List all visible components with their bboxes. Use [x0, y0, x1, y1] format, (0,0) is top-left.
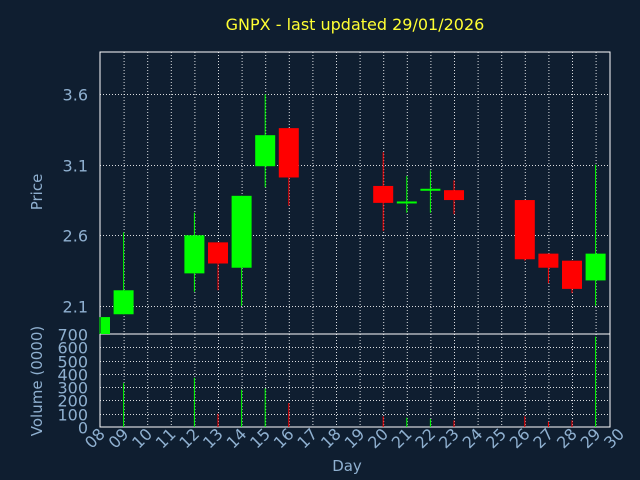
volume-tick-label: 600 [57, 339, 88, 358]
chart-title: GNPX - last updated 29/01/2026 [226, 15, 485, 34]
candle-body [444, 190, 464, 201]
candle [113, 232, 134, 315]
candle [99, 317, 110, 334]
candle-body [101, 317, 110, 334]
x-tick-label: 30 [600, 424, 628, 452]
candle-body [231, 195, 252, 268]
x-tick-labels: 0809101112131415161718192021222324252627… [81, 424, 628, 452]
candle [562, 260, 582, 294]
price-tick-label: 2.6 [63, 227, 88, 246]
volume-tick-label: 100 [57, 406, 88, 425]
candle [184, 212, 205, 292]
candle-body [373, 185, 394, 203]
price-grid [100, 52, 610, 334]
candle [585, 164, 606, 306]
volume-panel-frame [99, 333, 611, 428]
price-tick-label: 3.1 [63, 157, 88, 176]
candle-body [184, 235, 205, 274]
candle-body [514, 200, 535, 260]
volume-grid [100, 334, 610, 427]
candle [278, 128, 299, 206]
candle [514, 200, 535, 261]
candle-body [538, 253, 559, 268]
candle [420, 170, 441, 213]
volume-axis-label: Volume (0000) [28, 326, 46, 436]
volume-bars-layer [123, 336, 597, 427]
candle [255, 94, 276, 188]
volume-tick-label: 0 [78, 419, 88, 438]
candle-body [420, 188, 441, 191]
candle-body [278, 128, 299, 178]
candle [538, 253, 559, 284]
candle [373, 152, 394, 232]
price-y-tick-labels: 2.1 2.6 3.1 3.6 [63, 86, 88, 317]
candle-body [113, 290, 134, 315]
x-axis-label: Day [332, 457, 362, 475]
volume-tick-label: 300 [57, 379, 88, 398]
candle-body [208, 242, 228, 264]
volume-tick-label: 500 [57, 353, 88, 372]
volume-tick-label: 200 [57, 392, 88, 411]
volume-tick-label: 400 [57, 366, 88, 385]
price-tick-label: 2.1 [63, 298, 88, 317]
price-tick-label: 3.6 [63, 86, 88, 105]
candle-body [255, 135, 276, 167]
candle [208, 242, 228, 291]
price-axis-label: Price [28, 174, 46, 211]
candle [396, 176, 417, 213]
volume-tick-label: 700 [57, 326, 88, 345]
candle-body [396, 201, 417, 204]
candle [444, 180, 464, 215]
candle-body [562, 260, 582, 289]
candle [231, 195, 252, 306]
candles-layer [99, 94, 606, 334]
candle-body [585, 253, 606, 281]
